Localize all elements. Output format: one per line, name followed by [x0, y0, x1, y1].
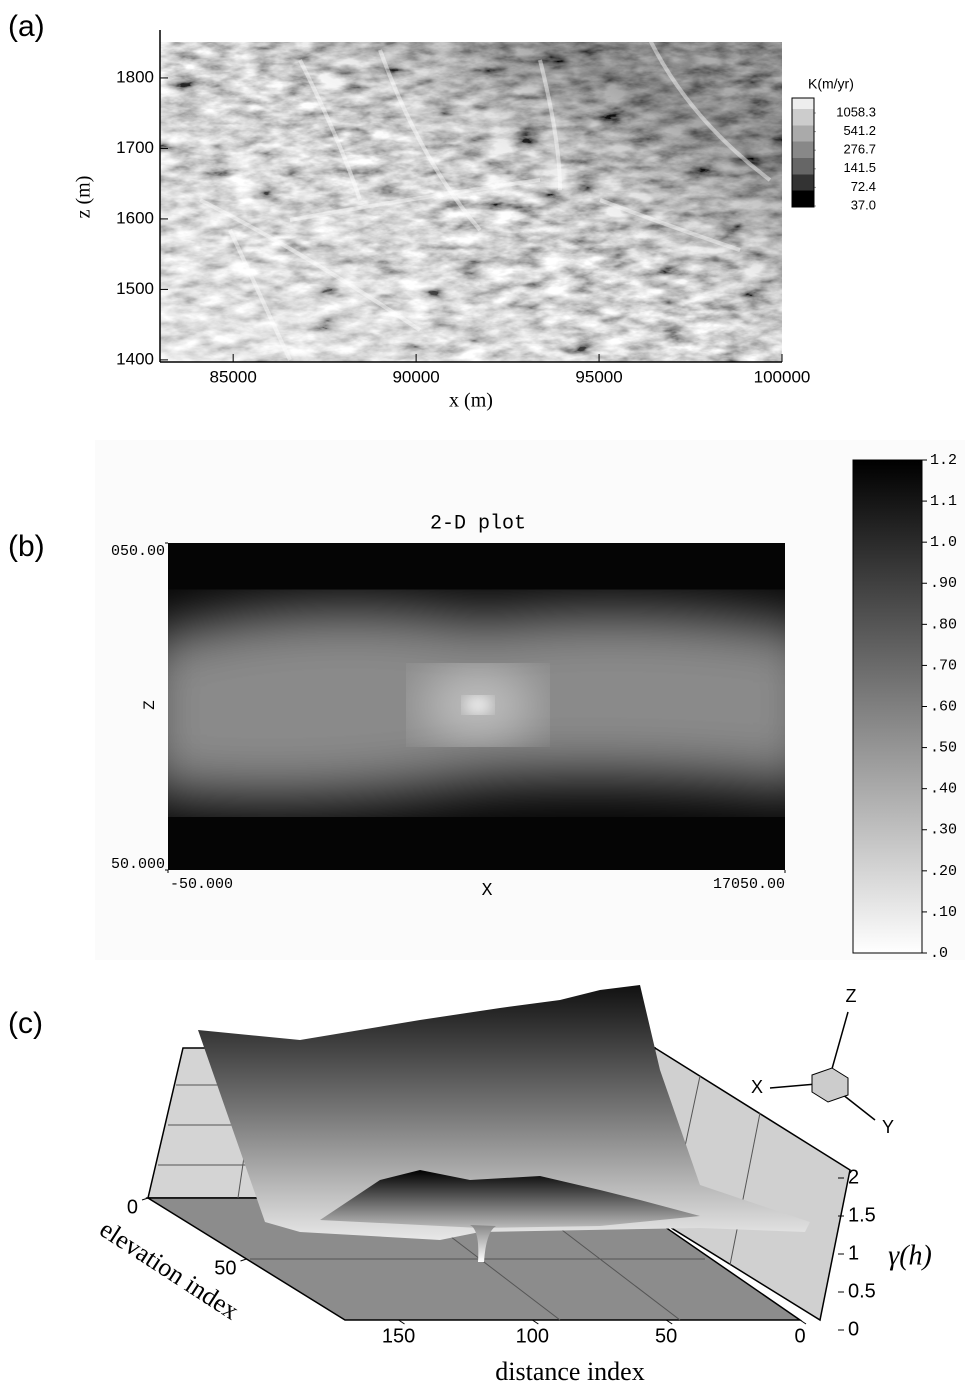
colorbar-tick-label: .80: [930, 616, 957, 633]
colorbar-tick-label: 1.0: [930, 534, 957, 551]
panel-label: (c): [8, 1007, 43, 1040]
colorbar-tick-label: .10: [930, 904, 957, 921]
colorbar-title: K(m/yr): [808, 76, 854, 92]
y-tick-label: 50: [214, 1257, 236, 1279]
y-tick-label: 1800: [116, 67, 154, 86]
x-axis-label: distance index: [495, 1357, 644, 1386]
colorbar-tick-label: 141.5: [843, 160, 876, 175]
y-tick-label: 50.000: [111, 856, 165, 873]
colorbar: [791, 97, 815, 208]
colorbar: [852, 459, 923, 954]
colorbar-tick-label: .50: [930, 740, 957, 757]
x-tick-label: 17050.00: [713, 876, 785, 893]
colorbar-tick-label: .90: [930, 575, 957, 592]
chart-title: 2-D plot: [430, 512, 526, 535]
z-tick-label: 2: [848, 1166, 859, 1188]
colorbar-tick-label: .20: [930, 863, 957, 880]
z-tick-label: 0: [848, 1318, 859, 1340]
heatmap-image: [160, 39, 782, 362]
x-tick: [532, 1319, 539, 1325]
x-tick-label: 90000: [392, 367, 439, 386]
y-tick-label: 050.00: [111, 543, 165, 560]
y-tick-label: 1600: [116, 208, 154, 227]
colorbar-tick-label: .30: [930, 822, 957, 839]
panel-label: (a): [8, 10, 45, 43]
colorbar-tick-label: 1058.3: [836, 104, 876, 119]
colorbar-tick-label: .70: [930, 657, 957, 674]
colorbar-tick-label: 37.0: [851, 197, 876, 212]
colorbar-tick-label: 1.1: [930, 493, 957, 510]
colorbar-tick-label: 72.4: [851, 179, 876, 194]
x-tick-label: 85000: [210, 367, 257, 386]
y-tick-label: 1700: [116, 138, 154, 157]
z-tick-label: 1: [848, 1242, 859, 1264]
panel-label: (b): [8, 530, 45, 563]
colorbar-tick-label: 276.7: [843, 142, 876, 157]
y-tick-label: 0: [127, 1196, 138, 1218]
colorbar-tick-label: 1.2: [930, 452, 957, 469]
x-tick-label: 0: [794, 1325, 805, 1347]
x-tick-label: 50: [655, 1325, 677, 1347]
x-axis-label: X: [482, 881, 493, 901]
y-tick-label: 1400: [116, 349, 154, 368]
x-tick: [398, 1319, 405, 1325]
z-axis-label: γ(h): [888, 1240, 932, 1271]
triad-label: Z: [846, 986, 857, 1006]
x-tick-label: 150: [382, 1325, 415, 1347]
z-tick-label: 1.5: [848, 1204, 876, 1226]
y-tick: [141, 1197, 149, 1201]
triad-label: X: [751, 1077, 763, 1097]
z-tick-label: 0.5: [848, 1280, 876, 1302]
x-tick: [665, 1319, 673, 1325]
heatmap-image: [168, 543, 785, 870]
colorbar-tick-label: .40: [930, 781, 957, 798]
x-tick-label: 100000: [754, 367, 811, 386]
y-axis-label: Z: [141, 700, 159, 710]
y-axis-label: z (m): [73, 176, 95, 219]
colorbar-tick-label: .0: [930, 945, 948, 962]
surface: [198, 985, 810, 1262]
y-tick-label: 1500: [116, 279, 154, 298]
triad-label: Y: [882, 1117, 894, 1137]
x-tick-label: -50.000: [170, 876, 233, 893]
colorbar-tick-label: .60: [930, 698, 957, 715]
x-axis-label: x (m): [449, 390, 493, 412]
x-tick: [799, 1319, 807, 1325]
y-tick: [240, 1258, 247, 1262]
x-tick-label: 100: [516, 1325, 549, 1347]
x-tick-label: 95000: [575, 367, 622, 386]
colorbar-tick-label: 541.2: [843, 123, 876, 138]
axis-triad: [769, 1011, 876, 1121]
